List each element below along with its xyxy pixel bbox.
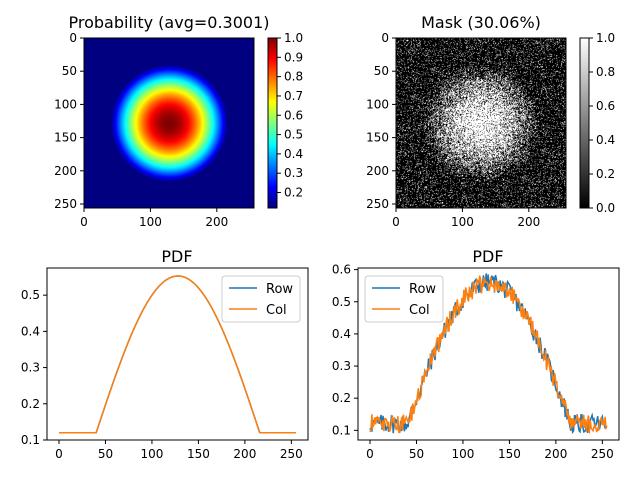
mask-cbtick-label: 0.6 <box>596 99 615 113</box>
mask-heatmap <box>396 38 566 208</box>
mask-ytick-label: 0 <box>381 31 389 45</box>
probability-xtick-label: 200 <box>205 215 228 229</box>
probability-colorbar-ticks: 0.2 0.3 0.4 0.5 0.6 0.7 0.8 0.9 1.0 <box>277 31 303 200</box>
mask-cbtick-label: 0.0 <box>596 201 615 215</box>
pdf-smooth-ytick-label: 0.1 <box>21 433 40 447</box>
mask-ytick-label: 100 <box>366 97 389 111</box>
probability-cbtick-label: 0.8 <box>284 70 303 84</box>
probability-cbtick-label: 0.5 <box>284 128 303 142</box>
mask-xtick-label: 100 <box>451 215 474 229</box>
pdf-smooth-xtick-label: 250 <box>280 447 303 461</box>
probability-ytick-label: 150 <box>54 131 77 145</box>
mask-ytick-label: 50 <box>374 64 389 78</box>
pdf-smooth-xtick-label: 150 <box>187 447 210 461</box>
mask-cbtick-label: 0.8 <box>596 65 615 79</box>
pdf-smooth-axes-frame <box>46 267 309 441</box>
pdf-noisy-legend: Row Col <box>364 275 444 323</box>
pdf-smooth-title: PDF <box>161 247 192 266</box>
pdf-smooth-ytick-label: 0.4 <box>21 324 40 338</box>
pdf-noisy-ytick-label: 0.2 <box>332 391 351 405</box>
mask-cbtick-label: 0.4 <box>596 133 615 147</box>
pdf-smooth-panel: PDF 0 50 100 150 200 250 0.1 0.2 0.3 0.4 0.5 Row … <box>21 247 309 461</box>
pdf-noisy-axes-frame <box>357 267 620 441</box>
pdf-smooth-series-col <box>59 275 296 434</box>
pdf-smooth-y-ticks: 0.1 0.2 0.3 0.4 0.5 <box>21 288 47 447</box>
pdf-noisy-ytick-label: 0.1 <box>332 423 351 437</box>
probability-heatmap <box>84 38 254 208</box>
pdf-smooth-legend-row-label: Row <box>266 282 293 297</box>
pdf-smooth-xtick-label: 200 <box>233 447 256 461</box>
mask-y-ticks: 0 50 100 150 200 250 <box>366 31 396 211</box>
mask-ytick-label: 250 <box>366 197 389 211</box>
mask-colorbar-ticks: 0.0 0.2 0.4 0.6 0.8 1.0 <box>589 31 615 215</box>
mask-title: Mask (30.06%) <box>421 13 541 32</box>
probability-x-ticks: 0 100 200 <box>80 208 228 229</box>
pdf-noisy-title: PDF <box>472 247 503 266</box>
mask-x-ticks: 0 100 200 <box>392 208 540 229</box>
probability-xtick-label: 100 <box>139 215 162 229</box>
probability-xtick-label: 0 <box>80 215 88 229</box>
pdf-smooth-xtick-label: 100 <box>140 447 163 461</box>
probability-axes-frame <box>83 37 255 209</box>
pdf-noisy-ytick-label: 0.4 <box>332 327 351 341</box>
mask-xtick-label: 0 <box>392 215 400 229</box>
pdf-noisy-ytick-label: 0.5 <box>332 295 351 309</box>
mask-ytick-label: 150 <box>366 131 389 145</box>
pdf-smooth-x-ticks: 0 50 100 150 200 250 <box>55 440 303 461</box>
probability-ytick-label: 50 <box>62 64 77 78</box>
pdf-smooth-xtick-label: 0 <box>55 447 63 461</box>
probability-colorbar <box>268 38 277 208</box>
probability-cbtick-label: 0.2 <box>284 186 303 200</box>
probability-y-ticks: 0 50 100 150 200 250 <box>54 31 84 211</box>
probability-cbtick-label: 0.7 <box>284 89 303 103</box>
probability-colorbar-frame <box>267 37 278 209</box>
probability-cbtick-label: 1.0 <box>284 31 303 45</box>
mask-cbtick-label: 1.0 <box>596 31 615 45</box>
pdf-noisy-xtick-label: 100 <box>451 447 474 461</box>
pdf-noisy-xtick-label: 50 <box>409 447 424 461</box>
pdf-noisy-ytick-label: 0.3 <box>332 359 351 373</box>
probability-title: Probability (avg=0.3001) <box>69 13 270 32</box>
pdf-smooth-legend-col-label: Col <box>266 303 287 318</box>
pdf-smooth-xtick-label: 50 <box>98 447 113 461</box>
probability-ytick-label: 0 <box>69 31 77 45</box>
probability-cbtick-label: 0.4 <box>284 147 303 161</box>
pdf-noisy-panel: PDF 0 50 100 150 200 250 0.1 0.2 0.3 0.4 0.5 0.6 R… <box>332 247 620 461</box>
mask-panel: Mask (30.06%) 0 100 200 0 50 100 150 200 250 0.… <box>366 13 615 229</box>
probability-cbtick-label: 0.6 <box>284 108 303 122</box>
pdf-noisy-y-ticks: 0.1 0.2 0.3 0.4 0.5 0.6 <box>332 263 358 437</box>
probability-cbtick-label: 0.9 <box>284 50 303 64</box>
probability-ytick-label: 250 <box>54 197 77 211</box>
pdf-smooth-legend: Row Col <box>221 275 301 323</box>
mask-ytick-label: 200 <box>366 164 389 178</box>
probability-ytick-label: 200 <box>54 164 77 178</box>
pdf-noisy-series-col <box>369 275 608 434</box>
probability-panel: Probability (avg=0.3001) 0 100 200 0 50 100 1… <box>54 13 303 229</box>
mask-colorbar-frame <box>579 37 590 209</box>
probability-cbtick-label: 0.3 <box>284 166 303 180</box>
pdf-noisy-xtick-label: 0 <box>366 447 374 461</box>
mask-colorbar <box>580 38 589 208</box>
pdf-smooth-ytick-label: 0.2 <box>21 397 40 411</box>
pdf-noisy-legend-col-label: Col <box>409 303 430 318</box>
pdf-smooth-lines <box>59 275 296 434</box>
mask-cbtick-label: 0.2 <box>596 167 615 181</box>
mask-axes-frame <box>395 37 567 209</box>
pdf-noisy-xtick-label: 150 <box>498 447 521 461</box>
pdf-noisy-ytick-label: 0.6 <box>332 263 351 277</box>
pdf-noisy-xtick-label: 200 <box>544 447 567 461</box>
pdf-smooth-ytick-label: 0.3 <box>21 361 40 375</box>
pdf-noisy-x-ticks: 0 50 100 150 200 250 <box>366 440 614 461</box>
pdf-noisy-xtick-label: 250 <box>591 447 614 461</box>
pdf-smooth-ytick-label: 0.5 <box>21 288 40 302</box>
probability-ytick-label: 100 <box>54 97 77 111</box>
pdf-noisy-legend-row-label: Row <box>409 282 436 297</box>
mask-xtick-label: 200 <box>517 215 540 229</box>
pdf-noisy-lines <box>369 273 608 435</box>
